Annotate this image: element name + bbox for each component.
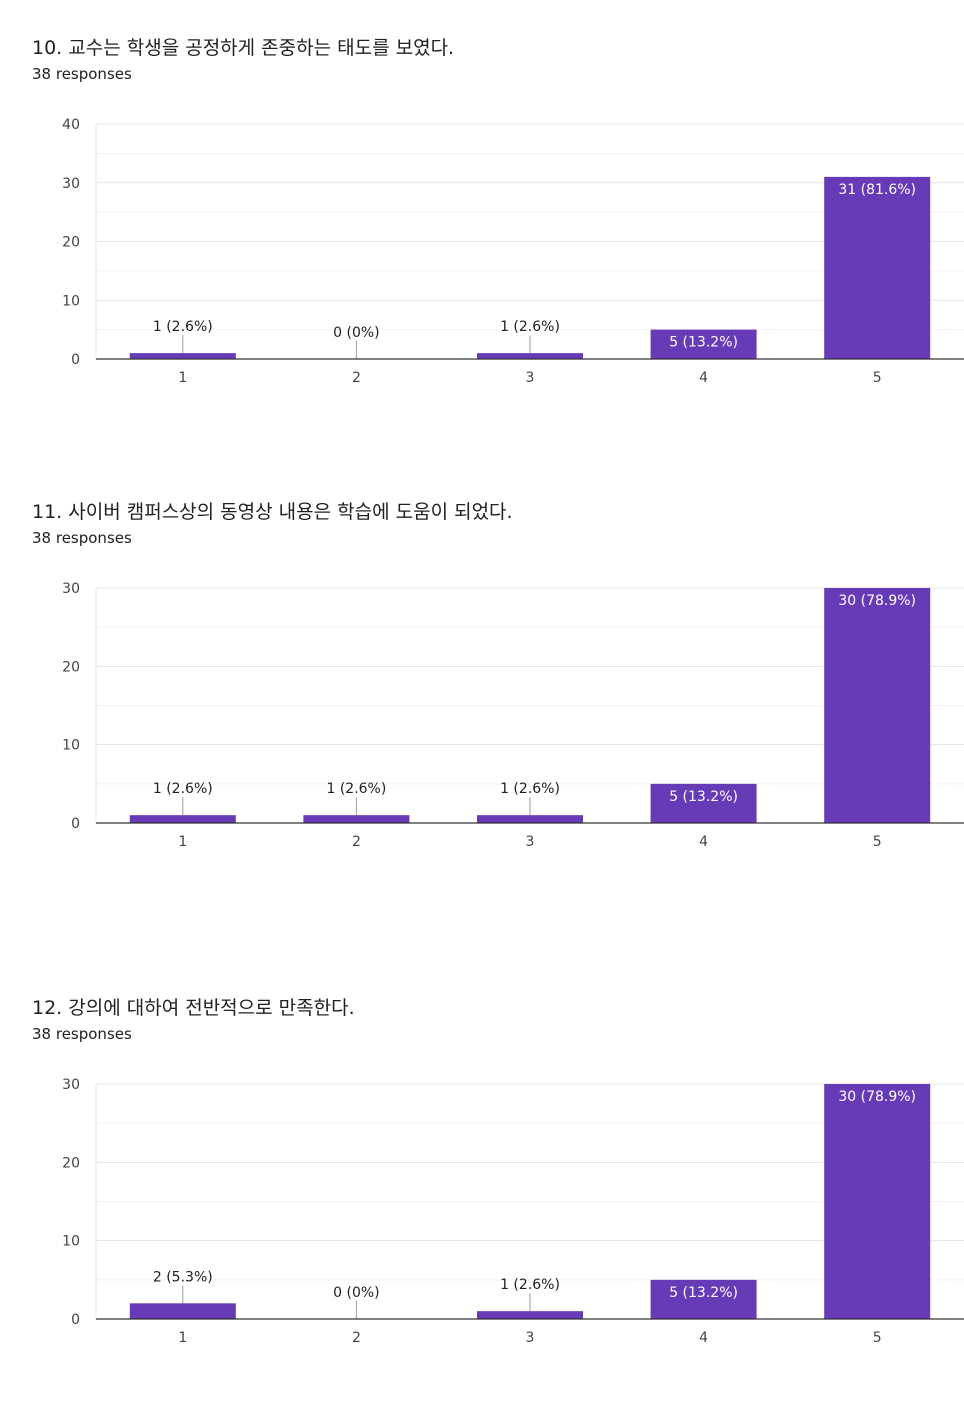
bar (824, 176, 931, 359)
data-label: 0 (0%) (333, 325, 380, 341)
bar (477, 353, 583, 359)
data-label: 1 (2.6%) (153, 319, 213, 335)
y-tick-label: 30 (62, 1077, 80, 1093)
x-tick-label: 4 (699, 370, 708, 386)
x-tick-label: 2 (352, 370, 361, 386)
bar (477, 1311, 583, 1319)
y-tick-label: 0 (71, 816, 80, 832)
data-label: 1 (2.6%) (500, 319, 560, 335)
x-tick-label: 3 (526, 1330, 535, 1346)
x-tick-label: 3 (526, 370, 535, 386)
x-tick-label: 5 (873, 1330, 882, 1346)
bar (129, 353, 236, 359)
bar (824, 1084, 931, 1319)
y-tick-label: 20 (62, 235, 80, 251)
data-label: 1 (2.6%) (500, 1277, 560, 1293)
bar (129, 1303, 236, 1319)
response-count: 38 responses (32, 529, 132, 547)
x-tick-label: 1 (178, 834, 187, 850)
y-tick-label: 20 (62, 1155, 80, 1171)
question-title: 11. 사이버 캠퍼스상의 동영상 내용은 학습에 도움이 되었다. (32, 501, 513, 523)
data-label: 1 (2.6%) (326, 781, 386, 797)
y-tick-label: 40 (62, 117, 80, 133)
x-tick-label: 4 (699, 1330, 708, 1346)
y-tick-label: 20 (62, 659, 80, 675)
x-tick-label: 1 (178, 370, 187, 386)
data-label: 5 (13.2%) (669, 789, 738, 805)
x-tick-label: 2 (352, 1330, 361, 1346)
bar-chart: 0 10 20 30 40 1 (2.6%) 1 0 (0%) 2 1 (2.6%) 3 5 (13.… (62, 117, 964, 386)
data-label: 5 (13.2%) (669, 1285, 738, 1301)
x-tick-label: 3 (526, 834, 535, 850)
y-tick-label: 10 (62, 293, 80, 309)
question-title: 12. 강의에 대하여 전반적으로 만족한다. (32, 997, 355, 1019)
bar (650, 783, 757, 823)
response-count: 38 responses (32, 65, 132, 83)
y-tick-label: 30 (62, 176, 80, 192)
data-label: 30 (78.9%) (838, 1089, 916, 1105)
x-tick-label: 2 (352, 834, 361, 850)
y-tick-label: 30 (62, 581, 80, 597)
y-tick-label: 10 (62, 738, 80, 754)
data-label: 0 (0%) (333, 1285, 380, 1301)
x-tick-label: 4 (699, 834, 708, 850)
data-label: 30 (78.9%) (838, 593, 916, 609)
data-label: 1 (2.6%) (153, 781, 213, 797)
bar (650, 1279, 757, 1319)
question-12: 12. 강의에 대하여 전반적으로 만족한다. 38 responses 0 10… (0, 0, 964, 1346)
question-title: 10. 교수는 학생을 공정하게 존중하는 태도를 보였다. (32, 37, 455, 59)
x-tick-label: 5 (873, 834, 882, 850)
bar (129, 815, 236, 823)
bar-chart: 0 10 20 30 1 (2.6%) 1 1 (2.6%) 2 1 (2.6%) 3 5 (13.… (62, 581, 964, 850)
bar-chart: 0 10 20 30 2 (5.3%) 1 0 (0%) 2 1 (2.6%) 3 5 (13.2%… (62, 1077, 964, 1346)
y-tick-label: 10 (62, 1234, 80, 1250)
bar (477, 815, 583, 823)
x-tick-label: 1 (178, 1330, 187, 1346)
bar (303, 815, 410, 823)
data-label: 5 (13.2%) (669, 335, 738, 351)
x-tick-label: 5 (873, 370, 882, 386)
bar (650, 329, 757, 359)
question-10: 10. 교수는 학생을 공정하게 존중하는 태도를 보였다. 38 respon… (0, 0, 964, 420)
data-label: 31 (81.6%) (838, 182, 916, 198)
bar (824, 588, 931, 823)
response-count: 38 responses (32, 1025, 132, 1043)
data-label: 2 (5.3%) (153, 1269, 213, 1285)
y-tick-label: 0 (71, 1312, 80, 1328)
y-tick-label: 0 (71, 352, 80, 368)
data-label: 1 (2.6%) (500, 781, 560, 797)
question-11: 11. 사이버 캠퍼스상의 동영상 내용은 학습에 도움이 되었다. 38 re… (0, 0, 964, 850)
